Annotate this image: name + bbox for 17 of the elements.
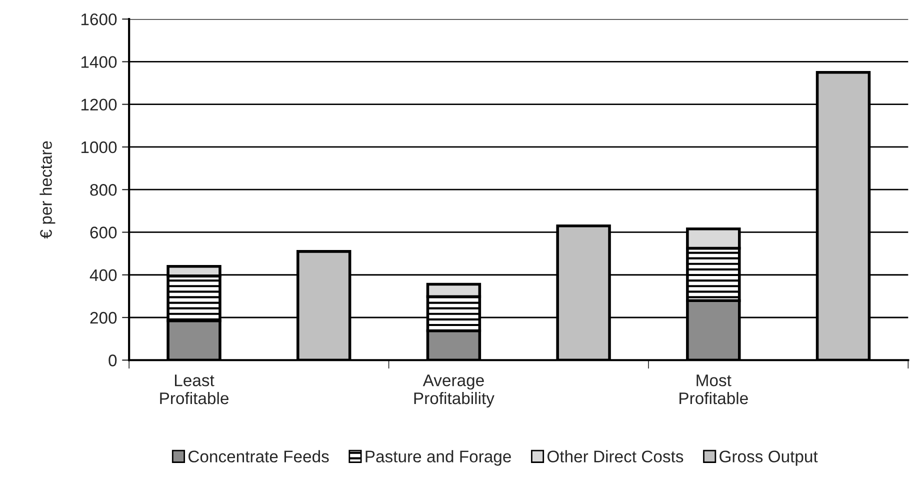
y-tick-label: 400 [90,269,117,282]
y-tick-label: 1600 [81,13,117,26]
legend-label: Concentrate Feeds [188,450,329,462]
y-tick-label: 600 [90,226,117,238]
x-tick-label: Least Profitable [160,374,228,404]
y-tick-label: 800 [90,184,117,196]
x-tick-label: Most Profitable [680,374,748,404]
legend-label: Gross Output [720,450,818,466]
y-tick-label: 1400 [81,56,117,68]
y-tick-label: 1000 [81,141,117,154]
legend-label: Other Direct Costs [547,450,684,462]
y-tick-label: 200 [90,312,117,324]
legend-label: Pasture and Forage [366,450,511,466]
y-tick-label: 1200 [81,98,117,111]
x-tick-label: Average Profitability [414,374,494,408]
y-axis-title: € per hectare [40,141,56,239]
y-tick-label: 0 [108,354,117,366]
